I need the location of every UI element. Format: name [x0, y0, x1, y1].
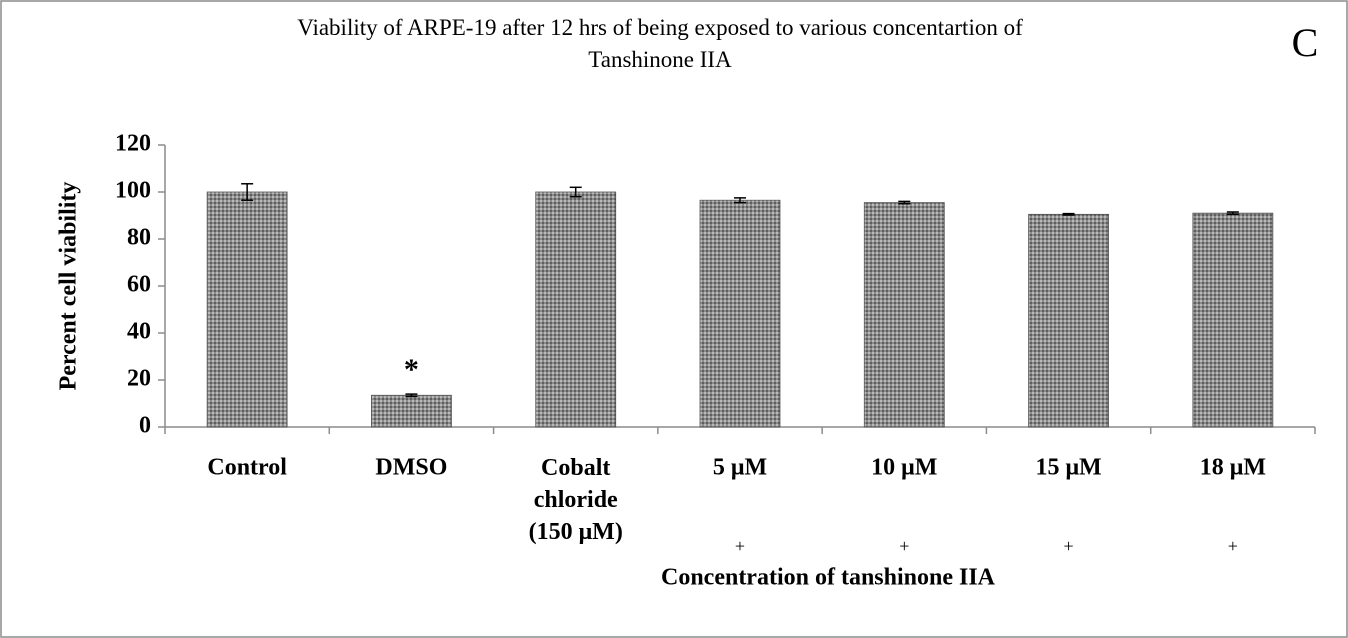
error-bar [241, 183, 254, 201]
bar [1192, 212, 1274, 428]
y-tick-label: 40 [127, 319, 151, 345]
error-bar [898, 200, 911, 205]
bar [1028, 213, 1109, 428]
x-axis-label: Concentration of tanshinone IIA [661, 565, 996, 591]
error-bar [569, 186, 582, 198]
panel-label: C [1292, 20, 1319, 65]
bar [371, 394, 452, 428]
error-bar [1226, 211, 1239, 216]
error-bar [734, 197, 746, 204]
y-tick-label: 120 [115, 131, 151, 157]
bar [206, 191, 288, 428]
error-bar [405, 393, 418, 398]
error-bar [1062, 212, 1075, 216]
annotation: + [735, 536, 745, 556]
annotation: + [1063, 536, 1073, 556]
x-tick-label: 5 μM [713, 455, 767, 481]
bar [535, 191, 617, 428]
y-tick-label: 60 [127, 272, 151, 298]
y-tick-label: 80 [127, 225, 151, 251]
x-tick-label: 15 μM [1035, 455, 1101, 481]
y-tick-label: 0 [139, 413, 151, 439]
annotation: + [1228, 536, 1238, 556]
x-tick-label: Control [207, 455, 287, 481]
x-tick-label: 10 μM [871, 455, 937, 481]
bar [699, 199, 781, 428]
x-tick-label: 18 μM [1200, 455, 1266, 481]
annotation: + [899, 536, 909, 556]
bar [863, 202, 945, 428]
x-tick-label: DMSO [375, 455, 447, 481]
y-tick-label: 100 [115, 178, 151, 204]
chart-title: Viability of ARPE-19 after 12 hrs of bei… [297, 15, 1023, 72]
y-axis-label: Percent cell viability [56, 182, 82, 391]
annotation: * [404, 353, 419, 386]
y-tick-label: 20 [127, 366, 151, 392]
x-tick-label: Cobalt chloride (150 μM) [529, 455, 623, 545]
